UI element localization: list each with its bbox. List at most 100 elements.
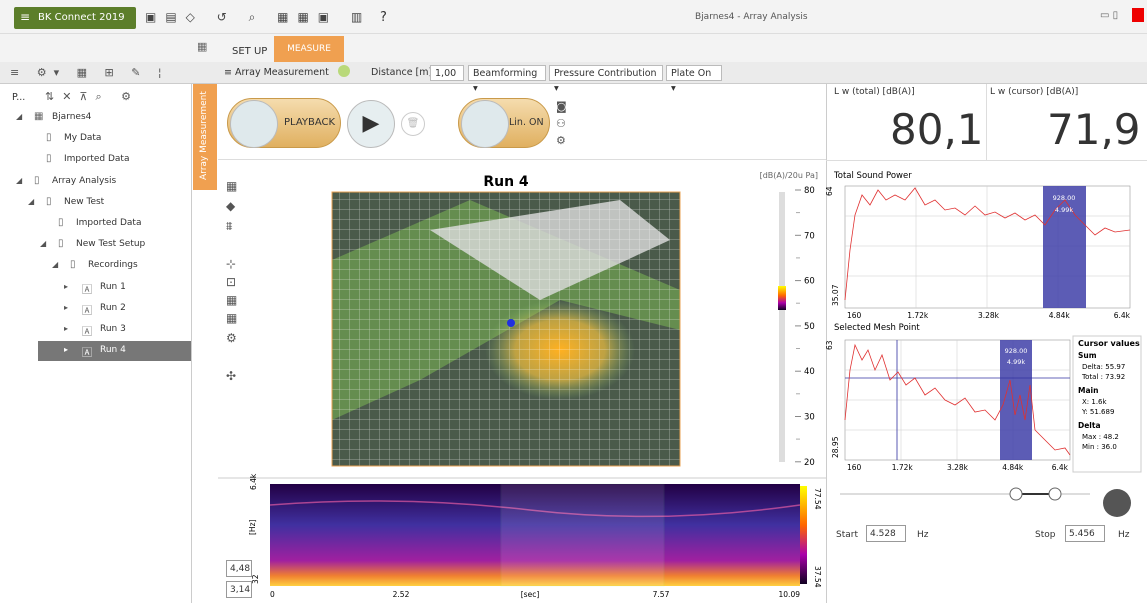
slider-handle[interactable] <box>1009 487 1023 501</box>
scale-label: 30 <box>804 413 815 423</box>
section-line: Delta: 55.97 <box>1082 363 1125 371</box>
tree-item[interactable]: Bjarnes4 <box>52 112 92 122</box>
tree-arrow[interactable]: ◢ <box>16 175 23 185</box>
cursor-band[interactable] <box>1000 340 1032 460</box>
app-title: BK Connect 2019 <box>38 12 125 23</box>
lin-label: Lin. ON <box>509 117 544 128</box>
x-axis: 160 1.72k 3.28k 4.84k 6.4k <box>847 311 1131 320</box>
tree-icon: ▦ <box>34 111 44 122</box>
scale-bar[interactable] <box>778 286 786 310</box>
app-menu[interactable]: BK Connect 2019 <box>14 7 136 29</box>
x-tick-label: 4.84k <box>1049 311 1071 320</box>
tree-arrow[interactable]: ▸ <box>64 302 69 312</box>
link-button[interactable] <box>1103 489 1131 517</box>
tree-arrow[interactable]: ◢ <box>16 112 23 121</box>
dropdown-label: Plate On <box>671 68 712 79</box>
section-line: Max : 48.2 <box>1082 433 1119 441</box>
divider <box>986 84 987 160</box>
tree-item[interactable]: Recordings <box>88 260 138 271</box>
plot-title: Total Sound Power <box>833 171 912 181</box>
tree-icon: ▯ <box>58 238 64 250</box>
plot-title: Selected Mesh Point <box>834 323 920 333</box>
tree-item[interactable]: My Data <box>64 133 102 144</box>
panel-label: Array Measurement <box>234 67 329 78</box>
mesh-point[interactable] <box>507 319 515 327</box>
x-tick-label: 10.09 <box>779 590 801 599</box>
tree-item[interactable]: Run 2 <box>100 302 126 313</box>
readout-label: L w (total) [dB(A)] <box>834 87 915 97</box>
y-axis-label: 28.95 <box>831 436 840 458</box>
spectrogram-input[interactable]: 4,48 <box>226 560 252 577</box>
unit: Hz <box>1118 530 1130 540</box>
tab-active[interactable]: MEASURE <box>274 36 344 62</box>
spectrogram-feature <box>269 500 801 518</box>
spectrogram-input[interactable]: 3,14 <box>226 581 252 598</box>
x-axis-title: [sec] <box>521 590 540 599</box>
tree-arrow[interactable]: ◢ <box>40 239 47 249</box>
tree-arrow[interactable]: ◢ <box>52 260 59 270</box>
help[interactable]: ? <box>380 10 387 25</box>
scale-label: 20 <box>804 458 815 468</box>
plot-area <box>844 185 1131 309</box>
unit: Hz <box>917 530 929 540</box>
dropdown[interactable]: Beamforming ▾ <box>468 65 546 94</box>
tree-item[interactable]: New Test Setup <box>76 239 146 250</box>
tree-arrow[interactable]: ◢ <box>28 196 35 206</box>
x-axis: 160 1.72k 3.28k 4.84k 6.4k <box>847 463 1069 472</box>
side-icons[interactable]: ◙ ⚇ ⚙ <box>556 100 567 147</box>
tree-selection[interactable] <box>38 341 191 362</box>
distance-input[interactable]: 1,00 <box>430 65 464 81</box>
trace <box>844 187 1131 301</box>
slider-handle[interactable] <box>1048 487 1062 501</box>
controls <box>218 84 826 160</box>
scale-label: 50 <box>804 322 815 332</box>
dropdown-label: Beamforming <box>473 68 538 79</box>
tree-icon: ▯ <box>46 153 52 165</box>
scale-label: 80 <box>804 186 815 196</box>
readout-value: 80,1 <box>890 105 984 154</box>
tree-tools[interactable]: ⇅✕⊼⌕ ⚙ <box>45 90 140 103</box>
start-input[interactable]: 4.528 <box>866 525 906 542</box>
x-tick-label: 4.84k <box>1002 463 1024 472</box>
tree-item[interactable]: Run 1 <box>100 281 126 292</box>
tree-item[interactable]: Run 4 <box>100 345 126 356</box>
scale-label: 60 <box>804 277 815 287</box>
scale-label: 70 <box>804 231 815 241</box>
scale-ticks: 80 70 60 50 40 30 20 <box>795 186 815 468</box>
cursor-band[interactable] <box>1043 186 1086 308</box>
tree-item[interactable]: Run 3 <box>100 324 126 334</box>
cursor-label: 928.00 <box>1053 194 1076 202</box>
cursor-label: 4.99k <box>1055 206 1073 214</box>
readout-label: L w (cursor) [dB(A)] <box>990 87 1079 97</box>
section-title: Delta <box>1078 421 1101 430</box>
dropdown[interactable]: Pressure Contribution ▾ <box>549 65 663 94</box>
start-label: Start <box>836 530 858 540</box>
tree-item[interactable]: Array Analysis <box>52 175 117 186</box>
x-tick-label: 3.28k <box>947 463 969 472</box>
tree-item[interactable]: Imported Data <box>64 154 130 165</box>
stop-input[interactable]: 5.456 <box>1065 525 1105 542</box>
side-tab[interactable] <box>193 84 217 190</box>
map-title: Run 4 <box>483 174 529 190</box>
left-toolbar-icons[interactable]: ≡ ⚙▾ ▦ ⊞ ✎ ¦ <box>10 66 169 79</box>
tab-row <box>0 34 1147 62</box>
tree-arrow[interactable]: ▸ <box>64 281 69 291</box>
divider <box>826 160 1147 161</box>
dropdown-label: Pressure Contribution <box>554 68 657 79</box>
window-controls[interactable]: ▭ ▯ <box>1100 10 1119 21</box>
tab[interactable]: SET UP <box>232 46 268 57</box>
tree-item[interactable]: Imported Data <box>76 218 142 228</box>
dropdown[interactable]: Plate On ▾ <box>666 65 722 94</box>
cursor-values: Sum Delta: 55.97 Total : 73.92 Main X: 1.6k Y… <box>1078 351 1125 451</box>
tree-arrow[interactable]: ▸ <box>64 324 69 333</box>
close[interactable] <box>1132 8 1144 22</box>
map-tools[interactable]: ▦ ◆ ⩩ ⊹ ⊡ ▦ ▦ ⚙ ✣ <box>226 179 237 383</box>
delete-button[interactable]: 🗑 <box>401 112 425 136</box>
section-line: X: 1.6k <box>1082 398 1108 406</box>
play-button[interactable]: ▶ <box>347 100 395 148</box>
time-selection[interactable] <box>500 483 665 587</box>
tree-item[interactable]: New Test <box>64 196 105 207</box>
tree-arrow[interactable]: ▸ <box>64 345 69 355</box>
toolbar-icons[interactable]: ▣▤◇ ↺ ⌕ ▦▦▣ ▥ <box>145 10 372 24</box>
toggle-knob <box>461 100 509 148</box>
